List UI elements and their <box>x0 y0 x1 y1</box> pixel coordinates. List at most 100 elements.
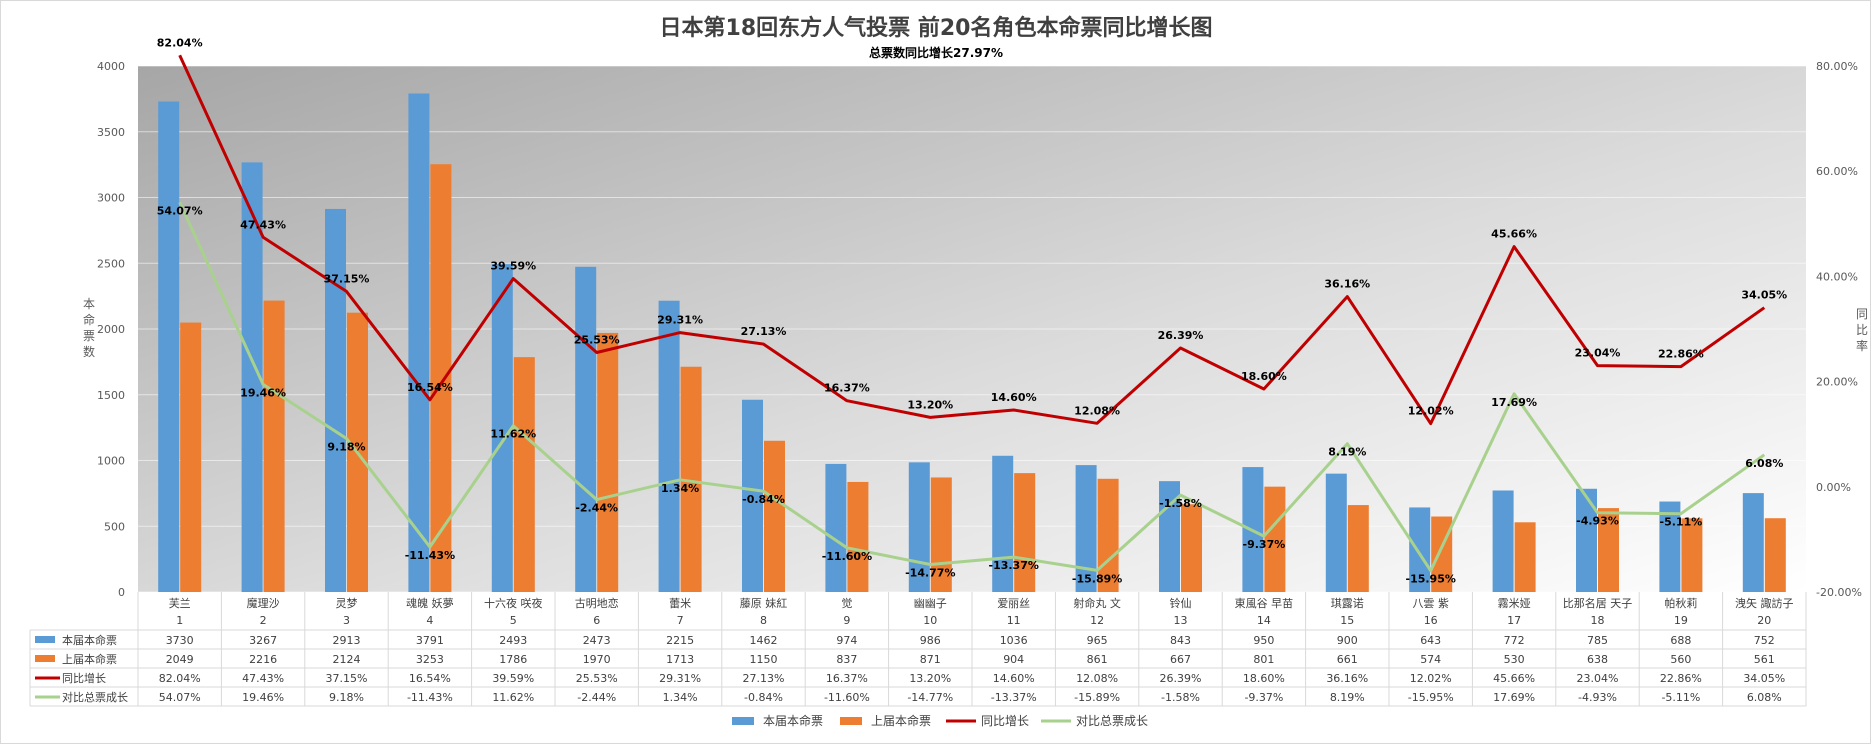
y-tick-label: 2000 <box>97 323 125 336</box>
rank-label: 20 <box>1757 614 1771 627</box>
rank-label: 8 <box>760 614 767 627</box>
table-cell: 22.86% <box>1660 672 1702 685</box>
table-cell: 3267 <box>249 634 277 647</box>
rank-label: 18 <box>1591 614 1605 627</box>
yoy-data-label: 18.60% <box>1241 370 1287 383</box>
table-cell: 19.46% <box>242 691 284 704</box>
table-cell: 2215 <box>666 634 694 647</box>
category-label: 觉 <box>841 597 852 610</box>
category-label: 爱丽丝 <box>997 597 1030 610</box>
table-cell: 47.43% <box>242 672 284 685</box>
bar-previous <box>1598 508 1619 592</box>
table-cell: 843 <box>1170 634 1191 647</box>
table-cell: 2913 <box>333 634 361 647</box>
yoy-data-label: 26.39% <box>1158 329 1204 342</box>
table-cell: 23.04% <box>1577 672 1619 685</box>
category-label: 霧米娅 <box>1498 596 1531 610</box>
table-cell: 1970 <box>583 653 611 666</box>
y-axis-tick-labels: 0 500 1000 1500 2000 2500 3000 3500 4000 <box>97 60 125 599</box>
table-cell: 643 <box>1420 634 1441 647</box>
rank-label: 15 <box>1340 614 1354 627</box>
table-cell: 16.54% <box>409 672 451 685</box>
category-label: 铃仙 <box>1170 596 1192 610</box>
vs-total-data-label: 8.19% <box>1328 446 1366 459</box>
yoy-data-label: 45.66% <box>1491 228 1537 241</box>
table-cell: 36.16% <box>1326 672 1368 685</box>
chart-title: 日本第18回东方人气投票 前20名角色本命票同比增长图 <box>660 15 1213 41</box>
table-cell: 950 <box>1253 634 1274 647</box>
category-label: 八雲 紫 <box>1412 597 1449 610</box>
bar-current <box>158 101 180 592</box>
rank-label: 6 <box>593 614 600 627</box>
yoy-data-label: 29.31% <box>657 314 703 327</box>
y-tick-label: 3500 <box>97 126 125 139</box>
table-cell: 13.20% <box>909 672 951 685</box>
y2-axis-title: 同比率 <box>1856 307 1868 353</box>
rank-label: 2 <box>260 614 267 627</box>
bar-current <box>1492 490 1514 592</box>
bar-current <box>241 162 263 592</box>
category-label: 射命丸 文 <box>1073 596 1121 610</box>
vs-total-data-label: 54.07% <box>157 204 203 217</box>
yoy-data-label: 27.13% <box>741 325 787 338</box>
vs-total-data-label: -2.44% <box>575 502 618 515</box>
table-row-header: 同比增长 <box>62 671 106 685</box>
table-cell: 561 <box>1754 653 1775 666</box>
yoy-data-label: 37.15% <box>324 272 370 285</box>
rank-label: 14 <box>1257 614 1271 627</box>
table-cell: 54.07% <box>159 691 201 704</box>
table-cell: 871 <box>920 653 941 666</box>
bar-previous <box>1014 473 1036 592</box>
table-cell: 560 <box>1670 653 1691 666</box>
y-tick-label: 500 <box>104 520 125 533</box>
table-cell: 1786 <box>499 653 527 666</box>
bar-previous <box>263 300 285 592</box>
bar-current <box>1409 507 1431 592</box>
legend: 本届本命票 上届本命票 同比增长 对比总票成长 <box>732 713 1148 728</box>
category-label: 灵梦 <box>336 597 358 610</box>
bar-current <box>1742 493 1764 592</box>
yoy-data-label: 25.53% <box>574 334 620 347</box>
table-cell: 3253 <box>416 653 444 666</box>
table-cell: 9.18% <box>329 691 364 704</box>
yoy-data-label: 14.60% <box>991 391 1037 404</box>
table-cell: 661 <box>1337 653 1358 666</box>
y-tick-label: 0 <box>118 586 125 599</box>
category-label: 魔理沙 <box>247 596 280 610</box>
table-cell: 1.34% <box>663 691 698 704</box>
y-tick-label: 4000 <box>97 60 125 73</box>
rank-label: 5 <box>510 614 517 627</box>
line-data-labels: 82.04% 47.43% 37.15% 16.54% 39.59% 25.53% 29.3… <box>157 36 1787 585</box>
y-axis-title: 本命票数 <box>83 297 95 359</box>
yoy-data-label: 12.02% <box>1408 405 1454 418</box>
legend-label: 本届本命票 <box>763 713 823 728</box>
vs-total-data-label: -13.37% <box>989 559 1039 572</box>
bar-previous <box>1764 518 1786 592</box>
vs-total-data-label: -9.37% <box>1243 538 1286 551</box>
bar-previous <box>1514 522 1536 592</box>
table-cell: 8.19% <box>1330 691 1365 704</box>
table-cell: 1150 <box>750 653 778 666</box>
category-label: 蕾米 <box>669 597 691 610</box>
yoy-data-label: 34.05% <box>1741 289 1787 302</box>
bar-previous <box>1681 518 1703 592</box>
table-cell: 3730 <box>166 634 194 647</box>
table-cell: 17.69% <box>1493 691 1535 704</box>
table-cell: 2049 <box>166 653 194 666</box>
y-tick-label: 3000 <box>97 192 125 205</box>
legend-key <box>732 717 754 725</box>
table-cell: 29.31% <box>659 672 701 685</box>
table-cell: 11.62% <box>492 691 534 704</box>
legend-label: 对比总票成长 <box>1076 714 1148 728</box>
y2-tick-label: 80.00% <box>1816 60 1858 73</box>
bar-current <box>1576 488 1597 592</box>
rank-label: 3 <box>343 614 350 627</box>
yoy-data-label: 13.20% <box>907 398 953 411</box>
y-tick-label: 1500 <box>97 389 125 402</box>
bar-current <box>825 463 847 592</box>
table-cell: 638 <box>1587 653 1608 666</box>
table-cell: 14.60% <box>993 672 1035 685</box>
table-cell: 974 <box>836 634 857 647</box>
table-cell: 837 <box>836 653 857 666</box>
